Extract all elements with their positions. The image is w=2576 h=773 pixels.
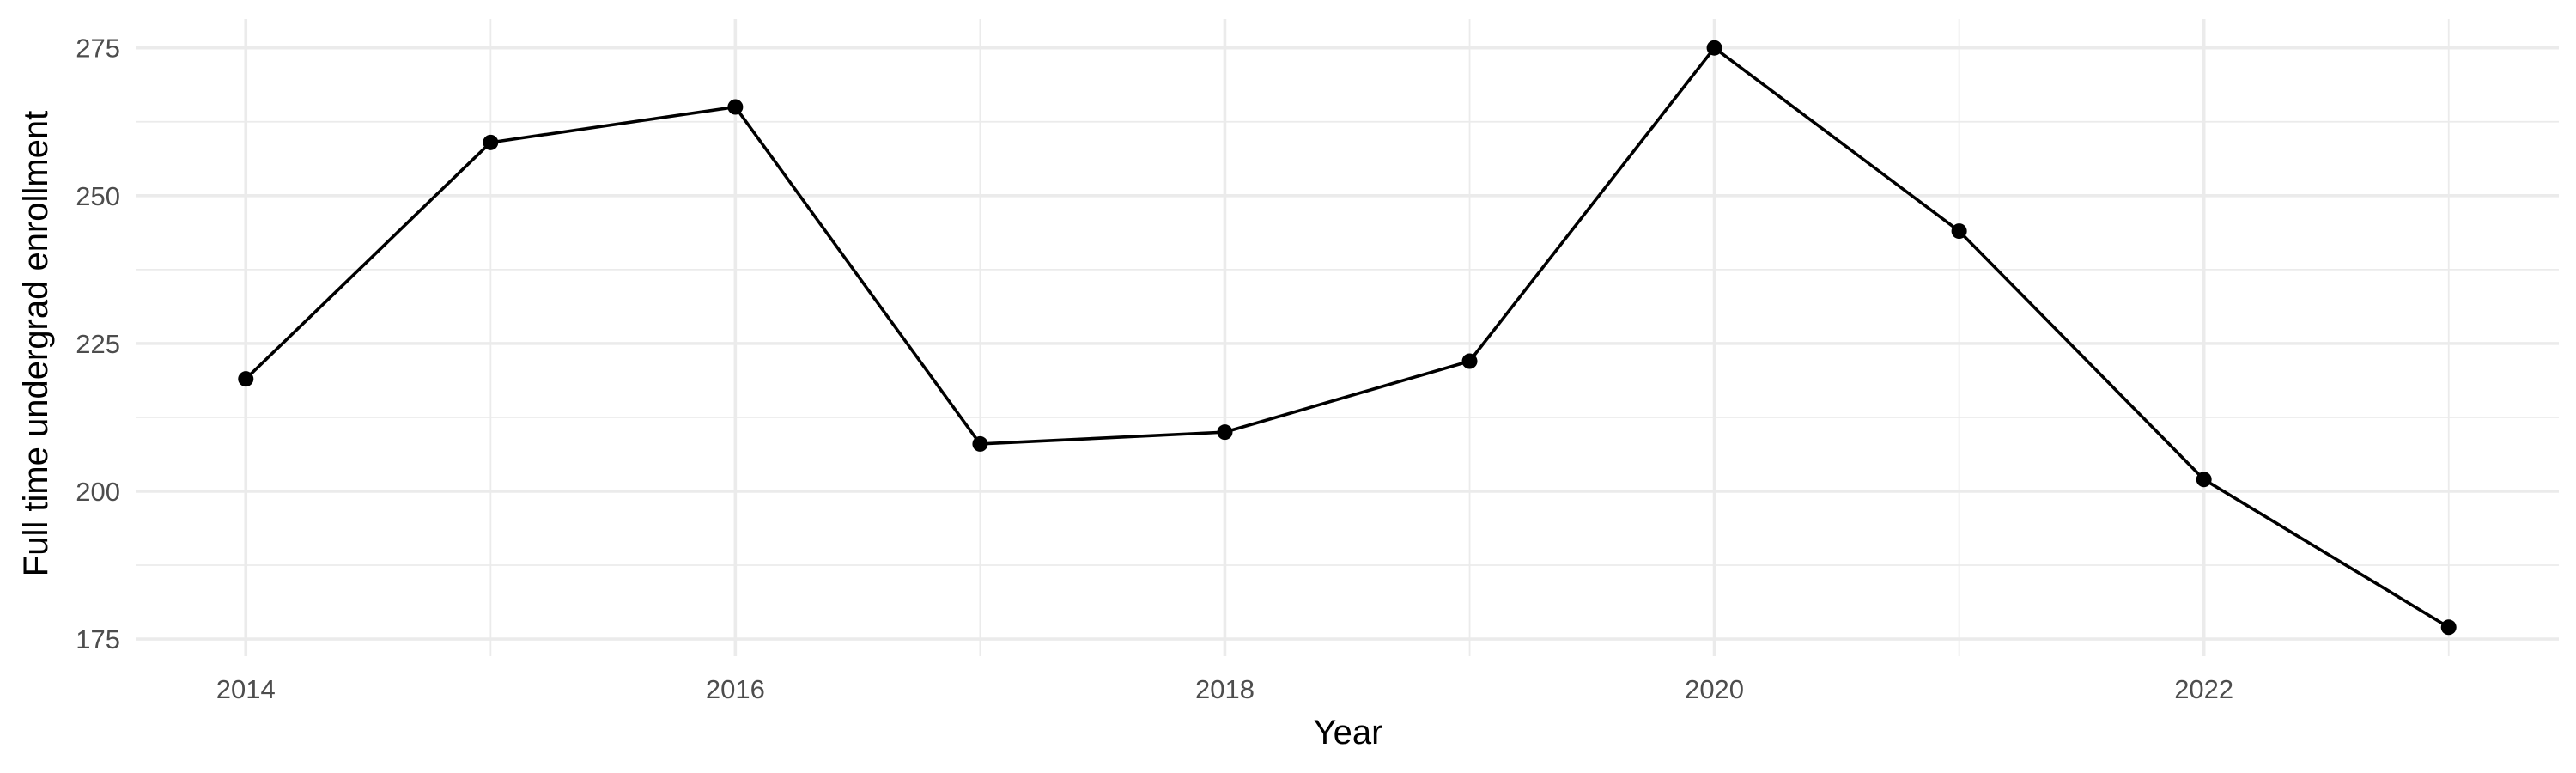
series-line bbox=[245, 46, 2450, 629]
grid bbox=[136, 19, 2559, 656]
data-point bbox=[2440, 619, 2457, 636]
data-point bbox=[972, 435, 988, 452]
data-point bbox=[2196, 472, 2212, 488]
series-layer bbox=[238, 40, 2457, 636]
data-point bbox=[1461, 353, 1478, 369]
y-axis-title: Full time undergrad enrollment bbox=[17, 111, 55, 576]
data-point bbox=[238, 371, 254, 387]
y-tick-label: 225 bbox=[76, 329, 120, 359]
x-tick-label: 2022 bbox=[2174, 674, 2233, 704]
x-tick-label: 2018 bbox=[1195, 674, 1255, 704]
y-tick-label: 200 bbox=[76, 477, 120, 507]
x-tick-label: 2020 bbox=[1685, 674, 1744, 704]
y-tick-label: 275 bbox=[76, 33, 120, 64]
x-axis-title: Year bbox=[1314, 714, 1383, 752]
data-point bbox=[727, 99, 744, 115]
y-tick-label: 175 bbox=[76, 624, 120, 654]
tick-labels: 2014 2016 2018 2020 2022 175 200 225 250 275 bbox=[76, 33, 2233, 704]
x-tick-label: 2014 bbox=[216, 674, 276, 704]
data-point bbox=[483, 134, 499, 150]
data-point bbox=[1217, 424, 1233, 441]
y-tick-label: 250 bbox=[76, 181, 120, 211]
data-point bbox=[1951, 223, 1967, 240]
data-point bbox=[1706, 40, 1722, 56]
x-tick-label: 2016 bbox=[706, 674, 765, 704]
